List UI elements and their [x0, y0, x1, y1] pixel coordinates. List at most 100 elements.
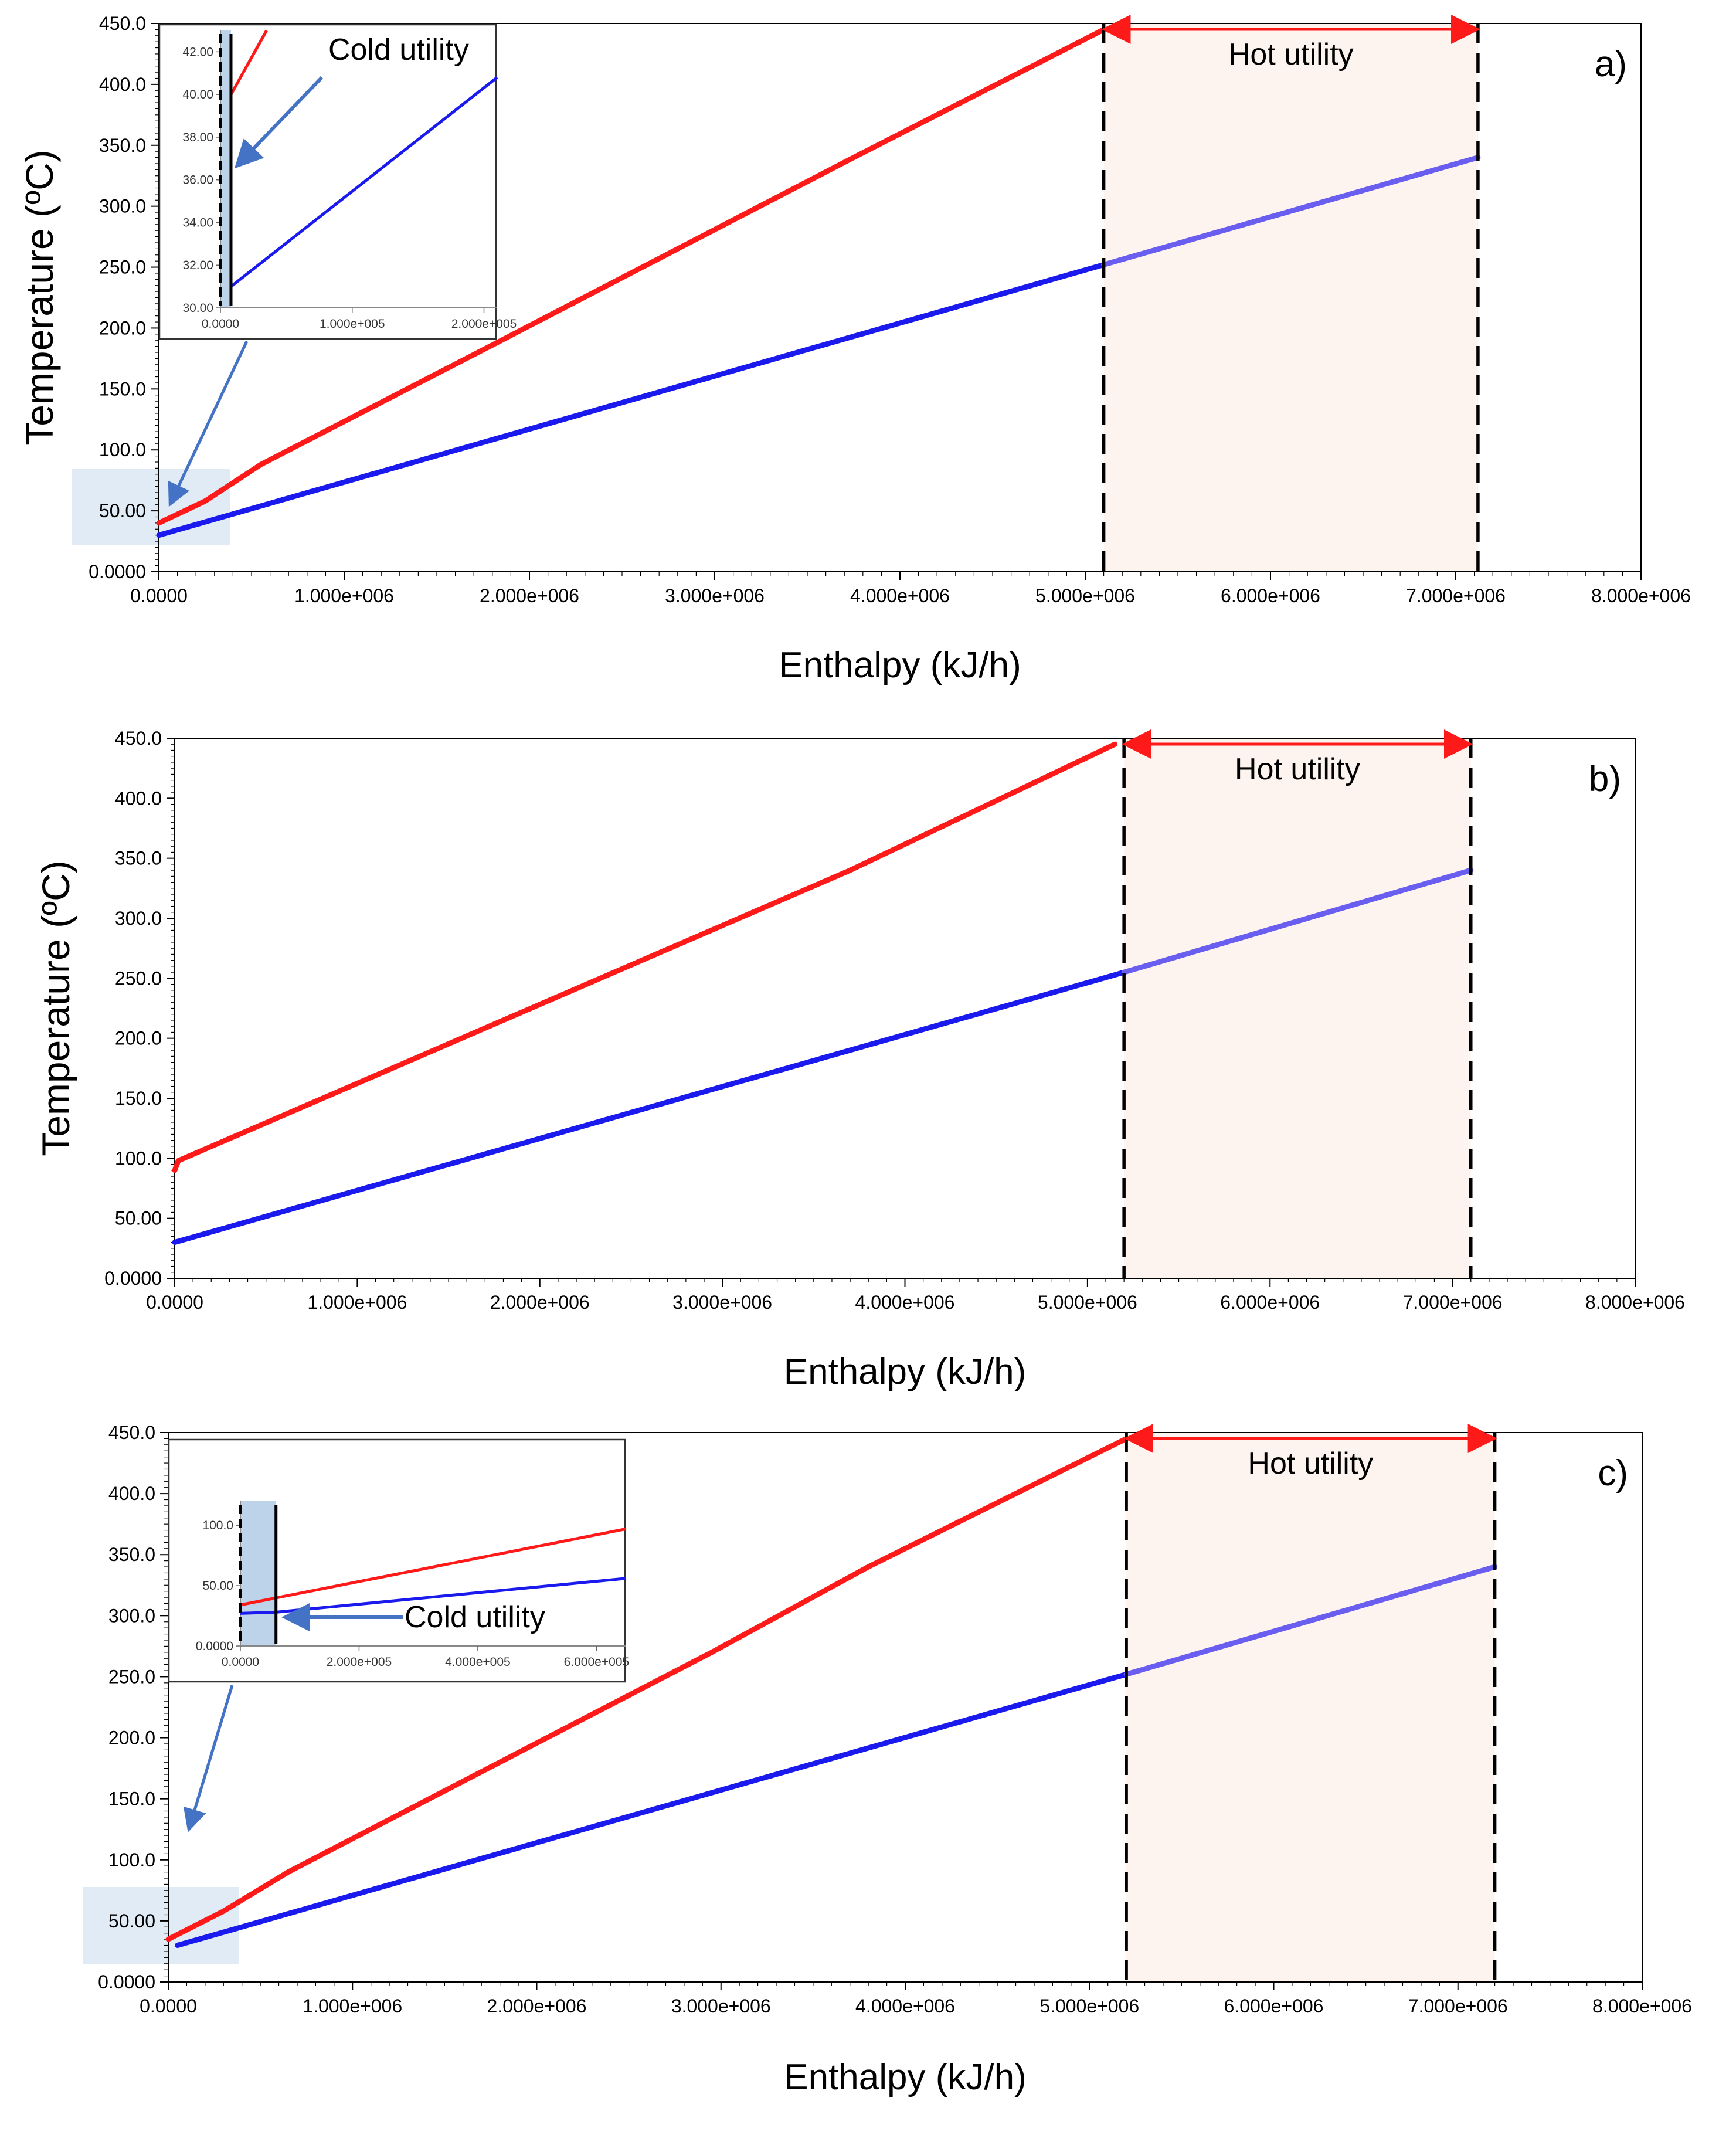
- inset-y-tick-label: 42.00: [182, 45, 213, 59]
- panel-label: b): [1589, 759, 1621, 799]
- y-tick-label: 100.0: [108, 1849, 155, 1871]
- inset-frame: [158, 23, 497, 340]
- inset-series-line-1: [230, 76, 498, 288]
- y-tick-label: 0.0000: [104, 1268, 162, 1289]
- x-axis-label: Enthalpy (kJ/h): [784, 2057, 1027, 2098]
- y-tick-label: 350.0: [115, 848, 162, 869]
- y-tick-label: 150.0: [99, 378, 146, 399]
- inset-y-tick-label: 36.00: [182, 174, 213, 187]
- series-line-2: [1121, 867, 1474, 975]
- series-line-2: [1123, 1564, 1498, 1677]
- y-tick-label: 100.0: [99, 439, 146, 460]
- x-tick-label: 8.000e+006: [1592, 1995, 1692, 2017]
- y-tick-label: 0.0000: [89, 561, 146, 582]
- inset-x-tick-label: 2.000e+005: [327, 1655, 392, 1669]
- y-tick-label: 200.0: [115, 1028, 162, 1049]
- cold-utility-label: Cold utility: [405, 1600, 545, 1634]
- cold-utility-region: [240, 1501, 276, 1646]
- series-line-2: [1101, 155, 1481, 267]
- y-tick-label: 450.0: [99, 13, 146, 34]
- y-tick-label: 50.00: [99, 500, 146, 521]
- y-tick-label: 150.0: [108, 1788, 155, 1810]
- zoom-callout-arrow: [168, 340, 249, 507]
- series-line-0: [156, 26, 1107, 526]
- chart-panel-a: 0.0000 50.00 100.0 150.0 200.0 250.0 300.0 350.…: [18, 13, 1691, 685]
- y-tick-label: 150.0: [115, 1088, 162, 1109]
- y-tick-label: 300.0: [99, 196, 146, 217]
- x-tick-label: 4.000e+006: [850, 585, 950, 606]
- x-tick-label: 3.000e+006: [672, 1292, 772, 1313]
- hot-utility-label: Hot utility: [1228, 38, 1354, 72]
- x-tick-label: 8.000e+006: [1585, 1292, 1685, 1313]
- y-tick-label: 200.0: [108, 1727, 155, 1749]
- inset-y-tick-label: 100.0: [202, 1519, 233, 1532]
- y-tick-label: 450.0: [108, 1422, 155, 1443]
- x-tick-label: 0.0000: [140, 1995, 197, 2017]
- zoom-callout-arrow: [183, 1685, 234, 1832]
- x-axis-label: Enthalpy (kJ/h): [784, 1352, 1027, 1392]
- x-tick-label: 5.000e+006: [1035, 585, 1135, 606]
- inset-x-tick-label: 0.0000: [202, 317, 239, 331]
- x-tick-label: 0.0000: [146, 1292, 203, 1313]
- inset-y-tick-label: 50.00: [202, 1579, 233, 1593]
- hot-utility-label: Hot utility: [1235, 752, 1360, 786]
- x-tick-label: 7.000e+006: [1406, 585, 1506, 606]
- y-tick-label: 250.0: [99, 257, 146, 278]
- cold-utility-arrow: [234, 76, 324, 169]
- inset-x-tick-label: 0.0000: [222, 1655, 259, 1669]
- x-tick-label: 7.000e+006: [1408, 1995, 1508, 2017]
- panel-label: c): [1598, 1453, 1628, 1494]
- x-axis-label: Enthalpy (kJ/h): [779, 645, 1021, 685]
- x-tick-label: 2.000e+006: [480, 585, 579, 606]
- inset-x-tick-label: 6.000e+005: [564, 1655, 630, 1669]
- hot-utility-region: [1124, 738, 1471, 1278]
- x-tick-label: 1.000e+006: [294, 585, 394, 606]
- y-tick-label: 300.0: [108, 1605, 155, 1626]
- series-line-0: [165, 1435, 1129, 1942]
- x-tick-label: 3.000e+006: [671, 1995, 771, 2017]
- hot-utility-region: [1103, 23, 1478, 572]
- inset-y-tick-label: 0.0000: [196, 1640, 233, 1653]
- y-axis-label: Temperature (ºC): [34, 860, 77, 1156]
- y-tick-label: 50.00: [115, 1208, 162, 1229]
- inset-x-tick-label: 4.000e+005: [445, 1655, 511, 1669]
- x-tick-label: 2.000e+006: [487, 1995, 587, 2017]
- x-tick-label: 5.000e+006: [1038, 1292, 1137, 1313]
- cold-utility-label: Cold utility: [328, 33, 469, 67]
- series-line-1: [156, 262, 1107, 538]
- zoom-region-highlight: [72, 469, 230, 545]
- y-tick-label: 100.0: [115, 1148, 162, 1169]
- panel-label: a): [1595, 44, 1627, 84]
- y-tick-label: 0.0000: [98, 1971, 155, 1993]
- inset-chart: 0.0000 50.00 100.0 0.0000 2.000e+005 4.000e+0…: [168, 1438, 630, 1683]
- y-tick-label: 350.0: [99, 135, 146, 156]
- y-tick-label: 350.0: [108, 1544, 155, 1565]
- inset-series-line-0: [229, 29, 268, 96]
- x-tick-label: 2.000e+006: [490, 1292, 590, 1313]
- series-line-0: [172, 741, 1118, 1173]
- y-tick-label: 400.0: [108, 1483, 155, 1504]
- x-tick-label: 4.000e+006: [855, 1292, 955, 1313]
- series-line-1: [172, 969, 1127, 1245]
- inset-x-tick-label: 1.000e+005: [320, 317, 385, 331]
- x-tick-label: 6.000e+006: [1224, 1995, 1324, 2017]
- x-tick-label: 4.000e+006: [855, 1995, 955, 2017]
- y-axis-label: Temperature (ºC): [18, 150, 61, 446]
- inset-y-tick-label: 32.00: [182, 259, 213, 272]
- cold-utility-region: [220, 30, 231, 308]
- inset-x-tick-label: 2.000e+005: [451, 317, 517, 331]
- x-tick-label: 3.000e+006: [665, 585, 765, 606]
- y-tick-label: 50.00: [108, 1910, 155, 1932]
- y-tick-label: 450.0: [115, 728, 162, 749]
- chart-panel-b: 0.0000 50.00 100.0 150.0 200.0 250.0 300.0 350.…: [34, 728, 1685, 1392]
- x-tick-label: 0.0000: [130, 585, 188, 606]
- x-tick-label: 6.000e+006: [1221, 585, 1320, 606]
- inset-y-tick-label: 34.00: [182, 216, 213, 229]
- zoom-region-highlight: [83, 1887, 239, 1964]
- hot-utility-region: [1126, 1433, 1495, 1982]
- hot-utility-label: Hot utility: [1248, 1447, 1373, 1481]
- y-tick-label: 400.0: [115, 788, 162, 809]
- inset-chart: 30.00 32.00 34.00 36.00 38.00 40.00 42.00 0.000…: [158, 23, 517, 340]
- y-tick-label: 400.0: [99, 74, 146, 95]
